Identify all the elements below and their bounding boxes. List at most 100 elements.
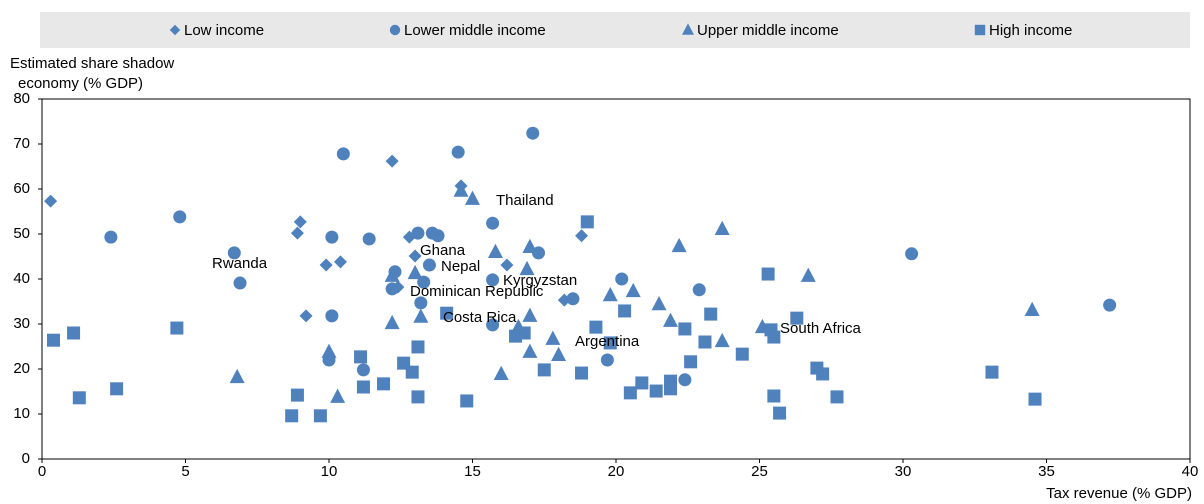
- point: [362, 232, 376, 246]
- annotation: Argentina: [575, 333, 640, 350]
- annotation: Rwanda: [212, 255, 268, 272]
- point: [526, 126, 540, 140]
- point: [800, 267, 816, 282]
- y-tick-label: 70: [13, 135, 30, 152]
- point: [790, 311, 804, 325]
- point: [336, 147, 350, 161]
- annotation: Ghana: [420, 242, 466, 259]
- point: [440, 306, 454, 320]
- point: [354, 350, 368, 364]
- point: [575, 366, 589, 380]
- point: [684, 355, 698, 369]
- point: [566, 292, 580, 306]
- x-tick-label: 15: [464, 463, 481, 480]
- point: [651, 295, 667, 311]
- point: [110, 382, 124, 396]
- point: [580, 215, 594, 229]
- point: [413, 308, 429, 323]
- point: [704, 307, 718, 321]
- point: [493, 365, 509, 380]
- point: [486, 318, 500, 332]
- legend-marker: [682, 23, 694, 35]
- point: [735, 347, 749, 361]
- x-tick-label: 25: [751, 463, 768, 480]
- point: [422, 258, 436, 272]
- point: [486, 273, 500, 287]
- y-tick-label: 20: [13, 360, 30, 377]
- point: [487, 243, 503, 258]
- point: [319, 258, 333, 272]
- point: [678, 322, 692, 336]
- point: [522, 343, 538, 358]
- x-tick-label: 20: [608, 463, 625, 480]
- point: [299, 309, 313, 323]
- legend-label: Low income: [184, 22, 264, 39]
- point: [356, 363, 370, 377]
- point: [545, 330, 561, 345]
- y-tick-label: 40: [13, 270, 30, 287]
- point: [453, 182, 469, 197]
- point: [407, 264, 423, 280]
- point: [465, 190, 480, 205]
- point: [173, 210, 187, 224]
- point: [767, 389, 781, 403]
- point: [170, 321, 184, 335]
- point: [44, 194, 58, 208]
- point: [600, 353, 614, 367]
- legend-label: High income: [989, 22, 1072, 39]
- legend-marker: [974, 24, 986, 36]
- point: [602, 286, 618, 302]
- x-tick-label: 40: [1182, 463, 1199, 480]
- point: [692, 283, 706, 297]
- y-tick-label: 60: [13, 180, 30, 197]
- point: [411, 340, 425, 354]
- point: [227, 246, 241, 260]
- point: [678, 373, 692, 387]
- point: [522, 307, 538, 322]
- y-axis-title: Estimated share shadow: [10, 55, 174, 72]
- point: [1024, 301, 1040, 317]
- point: [537, 363, 551, 377]
- point: [625, 282, 641, 298]
- point: [385, 154, 399, 168]
- point: [905, 247, 919, 261]
- point: [486, 216, 500, 230]
- x-tick-label: 5: [181, 463, 189, 480]
- point: [321, 343, 337, 358]
- point: [500, 258, 514, 272]
- point: [408, 249, 422, 263]
- point: [46, 333, 60, 347]
- point: [384, 314, 400, 330]
- point: [830, 390, 844, 404]
- y-axis-title: economy (% GDP): [18, 75, 143, 92]
- x-tick-label: 0: [38, 463, 46, 480]
- point: [414, 296, 428, 310]
- point: [451, 145, 465, 159]
- point: [615, 272, 629, 286]
- point: [603, 336, 617, 350]
- annotation: Costa Rica: [443, 309, 517, 326]
- legend-background: [40, 12, 1190, 48]
- point: [519, 260, 535, 276]
- point: [761, 267, 775, 281]
- point: [431, 229, 445, 243]
- x-tick-label: 10: [321, 463, 338, 480]
- point: [384, 267, 400, 282]
- point: [816, 367, 830, 381]
- x-tick-label: 35: [1038, 463, 1055, 480]
- point: [773, 406, 787, 420]
- point: [229, 368, 245, 384]
- point: [233, 276, 247, 290]
- point: [285, 409, 299, 423]
- point: [313, 409, 327, 423]
- point: [635, 376, 649, 390]
- y-tick-label: 0: [22, 450, 30, 467]
- point: [330, 388, 346, 403]
- legend-label: Lower middle income: [404, 22, 546, 39]
- point: [405, 365, 419, 379]
- point: [385, 282, 399, 296]
- point: [104, 230, 118, 244]
- y-tick-label: 50: [13, 225, 30, 242]
- point: [623, 386, 637, 400]
- point: [356, 380, 370, 394]
